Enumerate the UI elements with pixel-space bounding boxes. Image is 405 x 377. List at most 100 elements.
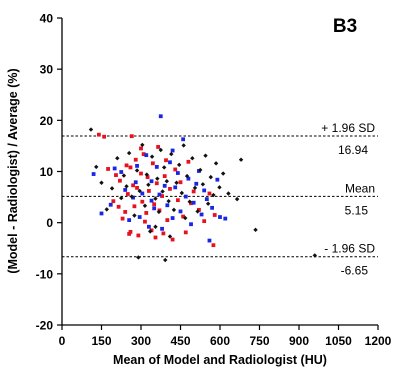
data-point [127, 218, 132, 223]
data-point [139, 171, 143, 176]
data-point [183, 215, 188, 221]
data-point [175, 198, 180, 203]
data-point [154, 164, 159, 169]
data-point [133, 180, 138, 185]
data-point [158, 114, 163, 119]
data-point [203, 153, 208, 158]
data-point [160, 226, 164, 231]
data-point [161, 165, 167, 170]
data-point [178, 209, 183, 214]
reference-line-label: - 1.96 SD [324, 242, 375, 256]
data-point [202, 188, 207, 193]
data-point [91, 172, 96, 176]
reference-lines [62, 135, 378, 258]
data-point [152, 206, 157, 211]
data-point [140, 199, 145, 204]
y-tick-label: 30 [40, 63, 54, 77]
data-point [218, 215, 222, 219]
data-point [164, 158, 168, 163]
x-tick-label: 900 [289, 334, 309, 348]
data-point [129, 134, 134, 139]
data-point [197, 169, 201, 173]
x-tick-label: 0 [59, 334, 66, 348]
data-point [226, 191, 231, 196]
data-point [134, 168, 140, 173]
y-axis-title: (Model - Radiologist) / Average (%) [6, 68, 20, 273]
data-point [127, 232, 132, 236]
data-point [139, 146, 143, 151]
x-tick-label: 450 [170, 334, 190, 348]
data-point [187, 199, 192, 204]
data-point [238, 157, 244, 162]
data-point [215, 177, 220, 182]
data-point [171, 207, 177, 213]
data-point [155, 176, 160, 181]
data-point [183, 194, 188, 199]
data-point [183, 230, 188, 235]
data-point [169, 151, 174, 157]
data-point [204, 197, 209, 202]
y-tick-label: 20 [40, 114, 54, 128]
data-point [189, 222, 193, 227]
data-point [152, 202, 157, 207]
data-point [189, 201, 193, 206]
data-point [149, 228, 154, 233]
data-point [132, 213, 137, 218]
data-point [123, 188, 128, 192]
y-tick-label: 40 [40, 12, 54, 26]
data-point [312, 253, 317, 258]
data-point [194, 181, 199, 186]
data-point [116, 204, 121, 209]
data-point [205, 201, 211, 206]
data-point [146, 182, 151, 188]
y-tick-label: 10 [40, 165, 54, 179]
data-point [123, 210, 128, 214]
data-point [102, 134, 107, 139]
data-point [124, 163, 129, 168]
data-point [128, 165, 133, 170]
data-point [156, 209, 162, 215]
data-point [191, 200, 196, 205]
y-tick-label: 0 [46, 216, 53, 230]
data-point [220, 171, 226, 176]
data-point [144, 172, 149, 177]
data-point [173, 167, 178, 172]
data-point [175, 171, 180, 175]
data-point [170, 237, 175, 242]
x-tick-label: 1050 [325, 334, 352, 348]
data-point [207, 191, 212, 196]
data-point [153, 235, 158, 240]
data-point [140, 191, 145, 196]
data-point [153, 196, 158, 201]
data-point [115, 155, 120, 161]
data-point [179, 190, 185, 196]
data-point [145, 175, 150, 180]
x-tick-label: 1200 [365, 334, 392, 348]
data-point [118, 178, 122, 183]
data-point [157, 192, 162, 197]
data-point [181, 143, 186, 148]
data-point [181, 137, 186, 142]
data-point [147, 224, 151, 229]
data-point [202, 219, 207, 224]
data-point [210, 205, 214, 210]
data-point [135, 185, 139, 190]
data-point [162, 183, 167, 188]
y-tick-label: -20 [36, 319, 54, 333]
data-point [167, 234, 173, 239]
x-tick-label: 150 [91, 334, 111, 348]
reference-line-labels: + 1.96 SD 16.94 Mean 5.15 - 1.96 SD -6.65 [321, 121, 375, 278]
data-point [129, 194, 134, 199]
data-point [207, 238, 212, 243]
data-point [147, 189, 151, 193]
data-point [211, 243, 216, 248]
axes [61, 18, 378, 326]
data-point [121, 173, 127, 178]
data-point [150, 161, 155, 166]
data-point [125, 192, 130, 196]
data-point [181, 214, 186, 219]
data-point [161, 231, 166, 236]
data-point [170, 216, 175, 220]
data-point [190, 155, 195, 161]
data-point [132, 204, 137, 209]
